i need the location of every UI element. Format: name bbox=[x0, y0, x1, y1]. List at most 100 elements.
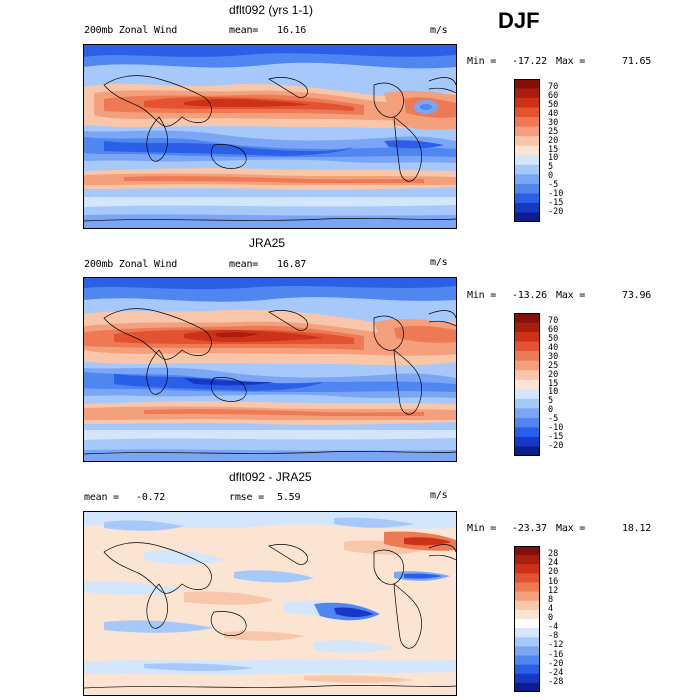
panel-diff-rmse-label: rmse = bbox=[229, 492, 264, 503]
panel-model-units: m/s bbox=[430, 25, 448, 36]
colorbar-swatch bbox=[514, 682, 540, 693]
colorbar-tick-label: 20 bbox=[548, 369, 559, 380]
colorbar-swatch bbox=[514, 360, 540, 371]
colorbar-tick-label: -15 bbox=[548, 432, 564, 443]
colorbar-tick-label: -28 bbox=[548, 676, 564, 687]
panel-obs-colorbar bbox=[514, 313, 540, 457]
panel-obs-min-value: -13.26 bbox=[512, 290, 547, 301]
colorbar-swatch bbox=[514, 573, 540, 583]
colorbar-tick-label: 0 bbox=[548, 613, 554, 623]
colorbar-border bbox=[514, 313, 540, 456]
colorbar-swatch bbox=[514, 126, 540, 137]
colorbar-swatch bbox=[514, 408, 540, 419]
colorbar-swatch bbox=[514, 174, 540, 185]
colorbar-tick-label: 28 bbox=[548, 549, 559, 560]
panel-obs-map-svg bbox=[84, 278, 456, 461]
colorbar-tick-label: 24 bbox=[548, 558, 559, 569]
colorbar-tick-label: -8 bbox=[548, 631, 559, 642]
panel-obs-mean-label: mean= bbox=[229, 259, 259, 270]
panel-model-min-value: -17.22 bbox=[512, 56, 547, 67]
colorbar-tick-label: 10 bbox=[548, 387, 559, 398]
colorbar-tick-label: 20 bbox=[548, 567, 559, 578]
colorbar-swatch bbox=[514, 88, 540, 99]
colorbar-tick-label: 12 bbox=[548, 585, 559, 596]
colorbar-tick-label: -12 bbox=[548, 640, 564, 651]
colorbar-swatch bbox=[514, 332, 540, 342]
colorbar-swatch bbox=[514, 655, 540, 665]
colorbar-swatch bbox=[514, 664, 540, 675]
colorbar-tick-label: -10 bbox=[548, 189, 564, 200]
colorbar-tick-label: -5 bbox=[548, 414, 559, 425]
panel-model-mean-label: mean= bbox=[229, 25, 259, 36]
colorbar-tick-label: 15 bbox=[548, 144, 559, 155]
panel-obs-variable: 200mb Zonal Wind bbox=[84, 259, 178, 270]
colorbar-tick-label: 0 bbox=[548, 405, 554, 416]
colorbar-swatch bbox=[514, 446, 540, 457]
colorbar-swatch bbox=[514, 155, 540, 166]
colorbar-tick-label: 30 bbox=[548, 117, 559, 128]
panel-diff-map-svg bbox=[84, 512, 456, 695]
colorbar-swatch bbox=[514, 183, 540, 194]
colorbar-swatch bbox=[514, 600, 540, 611]
colorbar-swatch bbox=[514, 389, 540, 400]
panel-diff-max-label: Max = bbox=[556, 523, 586, 534]
colorbar-tick-label: 8 bbox=[548, 594, 554, 605]
colorbar-tick-label: 25 bbox=[548, 126, 559, 137]
colorbar-tick-label: -5 bbox=[548, 180, 559, 191]
panel-obs-colorbar-labels: 70 60 50 40 30 25 20 15 10 5 0 -5 -10 -1… bbox=[548, 313, 588, 456]
colorbar-swatch bbox=[514, 341, 540, 352]
colorbar-swatch bbox=[514, 313, 540, 323]
panel-diff-title: dflt092 - JRA25 bbox=[229, 470, 312, 484]
colorbar-swatch bbox=[514, 193, 540, 204]
colorbar-tick-label: 40 bbox=[548, 108, 559, 119]
colorbar-swatch bbox=[514, 164, 540, 175]
panel-model-mean-value: 16.16 bbox=[277, 25, 307, 36]
colorbar-swatch bbox=[514, 136, 540, 147]
panel-model-colorbar bbox=[514, 79, 540, 223]
colorbar-swatch bbox=[514, 98, 540, 108]
panel-model-map-svg bbox=[84, 45, 456, 228]
colorbar-tick-label: 50 bbox=[548, 333, 559, 344]
colorbar-tick-label: -15 bbox=[548, 198, 564, 209]
panel-diff-mean-value: -0.72 bbox=[136, 492, 166, 503]
panel-obs-mean-value: 16.87 bbox=[277, 259, 307, 270]
colorbar-tick-label: 60 bbox=[548, 324, 559, 335]
panel-diff-min-label: Min = bbox=[467, 523, 497, 534]
colorbar-tick-label: -24 bbox=[548, 667, 564, 678]
colorbar-tick-label: 4 bbox=[548, 603, 554, 614]
panel-diff-colorbar-labels: 28 24 20 16 12 8 4 0 -4 -8 -12 -16 -20 -… bbox=[548, 546, 588, 692]
colorbar-border bbox=[514, 546, 540, 692]
colorbar-tick-label: 50 bbox=[548, 99, 559, 110]
colorbar-swatch bbox=[514, 637, 540, 647]
colorbar-tick-label: 5 bbox=[548, 162, 554, 173]
colorbar-swatch bbox=[514, 555, 540, 565]
colorbar-swatch bbox=[514, 398, 540, 409]
panel-model-variable: 200mb Zonal Wind bbox=[84, 25, 178, 36]
colorbar-tick-label: 15 bbox=[548, 378, 559, 389]
colorbar-tick-label: 40 bbox=[548, 342, 559, 353]
colorbar-swatch bbox=[514, 591, 540, 602]
panel-model-map bbox=[83, 44, 457, 229]
colorbar-tick-label: 70 bbox=[548, 81, 559, 92]
colorbar-tick-label: -20 bbox=[548, 441, 564, 452]
colorbar-tick-label: -16 bbox=[548, 649, 564, 660]
panel-diff-rmse-value: 5.59 bbox=[277, 492, 301, 503]
panel-model-colorbar-labels: 70 60 50 40 30 25 20 15 10 5 0 -5 -10 -1… bbox=[548, 79, 588, 222]
panel-obs-colorbar-svg bbox=[514, 313, 540, 457]
colorbar-swatch bbox=[514, 646, 540, 656]
panel-obs-title: JRA25 bbox=[249, 236, 286, 250]
panel-obs-max-value: 73.96 bbox=[622, 290, 652, 301]
colorbar-border bbox=[514, 79, 540, 222]
colorbar-tick-label: 5 bbox=[548, 396, 554, 407]
colorbar-swatch bbox=[514, 202, 540, 213]
panel-obs-max-label: Max = bbox=[556, 290, 586, 301]
colorbar-swatch bbox=[514, 145, 540, 156]
panel-obs-map bbox=[83, 277, 457, 462]
colorbar-tick-label: -4 bbox=[548, 622, 559, 633]
colorbar-tick-label: -20 bbox=[548, 207, 564, 218]
panel-diff-min-value: -23.37 bbox=[512, 523, 547, 534]
colorbar-swatch bbox=[514, 117, 540, 127]
colorbar-swatch bbox=[514, 379, 540, 390]
colorbar-swatch bbox=[514, 417, 540, 428]
colorbar-tick-label: 20 bbox=[548, 135, 559, 146]
